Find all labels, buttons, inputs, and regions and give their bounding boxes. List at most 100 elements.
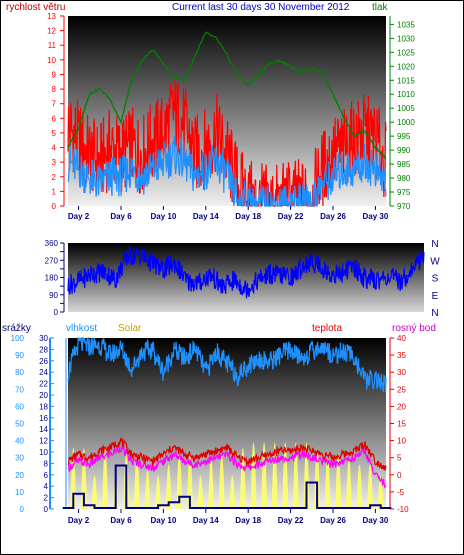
panel2-background	[68, 243, 424, 312]
rain-axis-tick-label: 12	[39, 437, 48, 446]
humidity-line	[67, 336, 387, 393]
solar-bar	[144, 470, 151, 509]
rain-axis-tick-label: 18	[39, 402, 48, 411]
dewpoint-axis-title: rosný bod	[392, 323, 436, 334]
right-axis-tick-label: 990	[397, 146, 411, 155]
panel2-series	[67, 244, 425, 299]
rain-axis-tick-label: 24	[39, 368, 48, 377]
x-axis-tick-label: Day 2	[68, 212, 90, 221]
left-axis-tick-label: 2	[52, 173, 57, 182]
x-axis-tick-label: Day 30	[363, 212, 389, 221]
left-axis-tick-label: 12	[47, 27, 56, 36]
humidity-axis-tick-label: 0	[20, 505, 25, 514]
panel3-day-ticks: Day 2 Day 6 Day 10 Day 14 Day 18 Day 22 Day 26…	[68, 509, 389, 525]
left-axis-tick-label: 0	[52, 202, 57, 211]
right-axis-tick-label: 1035	[397, 20, 415, 29]
rain-axis-tick-label: 28	[39, 345, 48, 354]
panel2-left-axis: 0 90 180 270 360	[45, 239, 65, 317]
rain-axis-tick-label: 8	[44, 459, 49, 468]
panel3-series	[62, 336, 392, 509]
left-axis-tick-label: 10	[47, 56, 56, 65]
rain-axis-tick-label: 26	[39, 357, 48, 366]
right-axis-tick-label: 995	[397, 132, 411, 141]
temperature-axis-tick-label: 0	[397, 471, 402, 480]
left-axis-tick-label: 4	[52, 144, 57, 153]
solar-bar	[102, 447, 109, 509]
rain-axis-tick-label: 22	[39, 380, 48, 389]
temperature-axis-tick-label: 35	[397, 351, 406, 360]
humidity-axis-tick-label: 70	[15, 385, 24, 394]
x-axis-tick-label: Day 14	[193, 516, 219, 525]
right-axis-tick-label: 1015	[397, 76, 415, 85]
right-axis-tick-label: 1000	[397, 118, 415, 127]
left-axis-tick-label: 6	[52, 114, 57, 123]
humidity-axis-tick-label: 20	[15, 471, 24, 480]
solar-bar	[239, 447, 246, 509]
solar-bar	[133, 453, 140, 509]
compass-label: W	[430, 256, 440, 267]
humidity-axis-tick-label: 10	[15, 488, 24, 497]
left-axis-tick-label: 8	[52, 85, 57, 94]
right-axis-tick-label: 985	[397, 160, 411, 169]
solar-bar	[176, 453, 183, 509]
x-axis-tick-label: Day 10	[151, 212, 177, 221]
x-axis-tick-label: Day 26	[320, 212, 346, 221]
rain-axis-tick-label: 2	[44, 494, 49, 503]
left-axis-tick-label: 5	[52, 129, 57, 138]
solar-axis-title: Solar	[118, 323, 142, 334]
x-axis-tick-label: Day 26	[320, 516, 346, 525]
wind-direction-line	[67, 244, 425, 299]
right-axis-tick-label: 975	[397, 188, 411, 197]
temperature-axis-tick-label: 5	[397, 454, 402, 463]
rain-line	[62, 464, 392, 509]
humidity-axis-tick-label: 60	[15, 402, 24, 411]
rain-axis-title: srážky	[2, 323, 31, 334]
temperature-axis-tick-label: -5	[397, 488, 405, 497]
solar-bar	[335, 453, 342, 509]
x-axis-tick-label: Day 6	[110, 516, 132, 525]
x-axis-tick-label: Day 10	[151, 516, 177, 525]
left-axis-tick-label: 13	[47, 12, 56, 21]
solar-bar	[324, 453, 331, 509]
panel1-day-ticks: Day 2 Day 6 Day 10 Day 14 Day 18 Day 22 Day 26…	[68, 206, 389, 221]
compass-label: E	[432, 291, 439, 302]
humidity-axis-title: vlhkost	[66, 323, 97, 334]
compass-label: N	[431, 239, 438, 250]
rain-axis-tick-label: 10	[39, 448, 48, 457]
rain-axis-tick-label: 4	[44, 482, 49, 491]
dewpoint-line	[67, 445, 387, 489]
right-axis-tick-label: 980	[397, 174, 411, 183]
humidity-axis-tick-label: 90	[15, 351, 24, 360]
direction-axis-tick-label: 0	[54, 308, 59, 317]
rain-humidity-temperature-panel: 0246810121416182022242628300102030405060…	[11, 334, 409, 525]
solar-bar	[208, 458, 215, 509]
humidity-axis-tick-label: 30	[15, 454, 24, 463]
humidity-axis-tick-label: 40	[15, 437, 24, 446]
left-axis-tick-label: 3	[52, 158, 57, 167]
rain-axis-tick-label: 20	[39, 391, 48, 400]
rain-axis-tick-label: 30	[39, 334, 48, 343]
right-axis-tick-label: 1005	[397, 104, 415, 113]
pressure-line	[67, 31, 387, 160]
temperature-axis-tick-label: -10	[397, 505, 409, 514]
direction-axis-tick-label: 360	[45, 239, 59, 248]
x-axis-tick-label: Day 2	[68, 516, 90, 525]
compass-label: N	[431, 308, 438, 319]
temperature-axis-tick-label: 15	[397, 420, 406, 429]
right-axis-tick-label: 1030	[397, 34, 415, 43]
chart-title: Current last 30 days 30 November 2012	[172, 2, 350, 13]
solar-bar	[155, 475, 162, 509]
right-axis-tick-label: 970	[397, 202, 411, 211]
left-axis-tick-label: 11	[48, 41, 57, 50]
direction-axis-tick-label: 90	[49, 291, 58, 300]
temperature-axis-tick-label: 40	[397, 334, 406, 343]
solar-bar	[218, 453, 225, 509]
solar-bar	[91, 475, 98, 509]
x-axis-tick-label: Day 22	[278, 516, 304, 525]
x-axis-tick-label: Day 6	[110, 212, 132, 221]
temperature-axis-tick-label: 30	[397, 368, 406, 377]
right-axis-tick-label: 1025	[397, 48, 415, 57]
